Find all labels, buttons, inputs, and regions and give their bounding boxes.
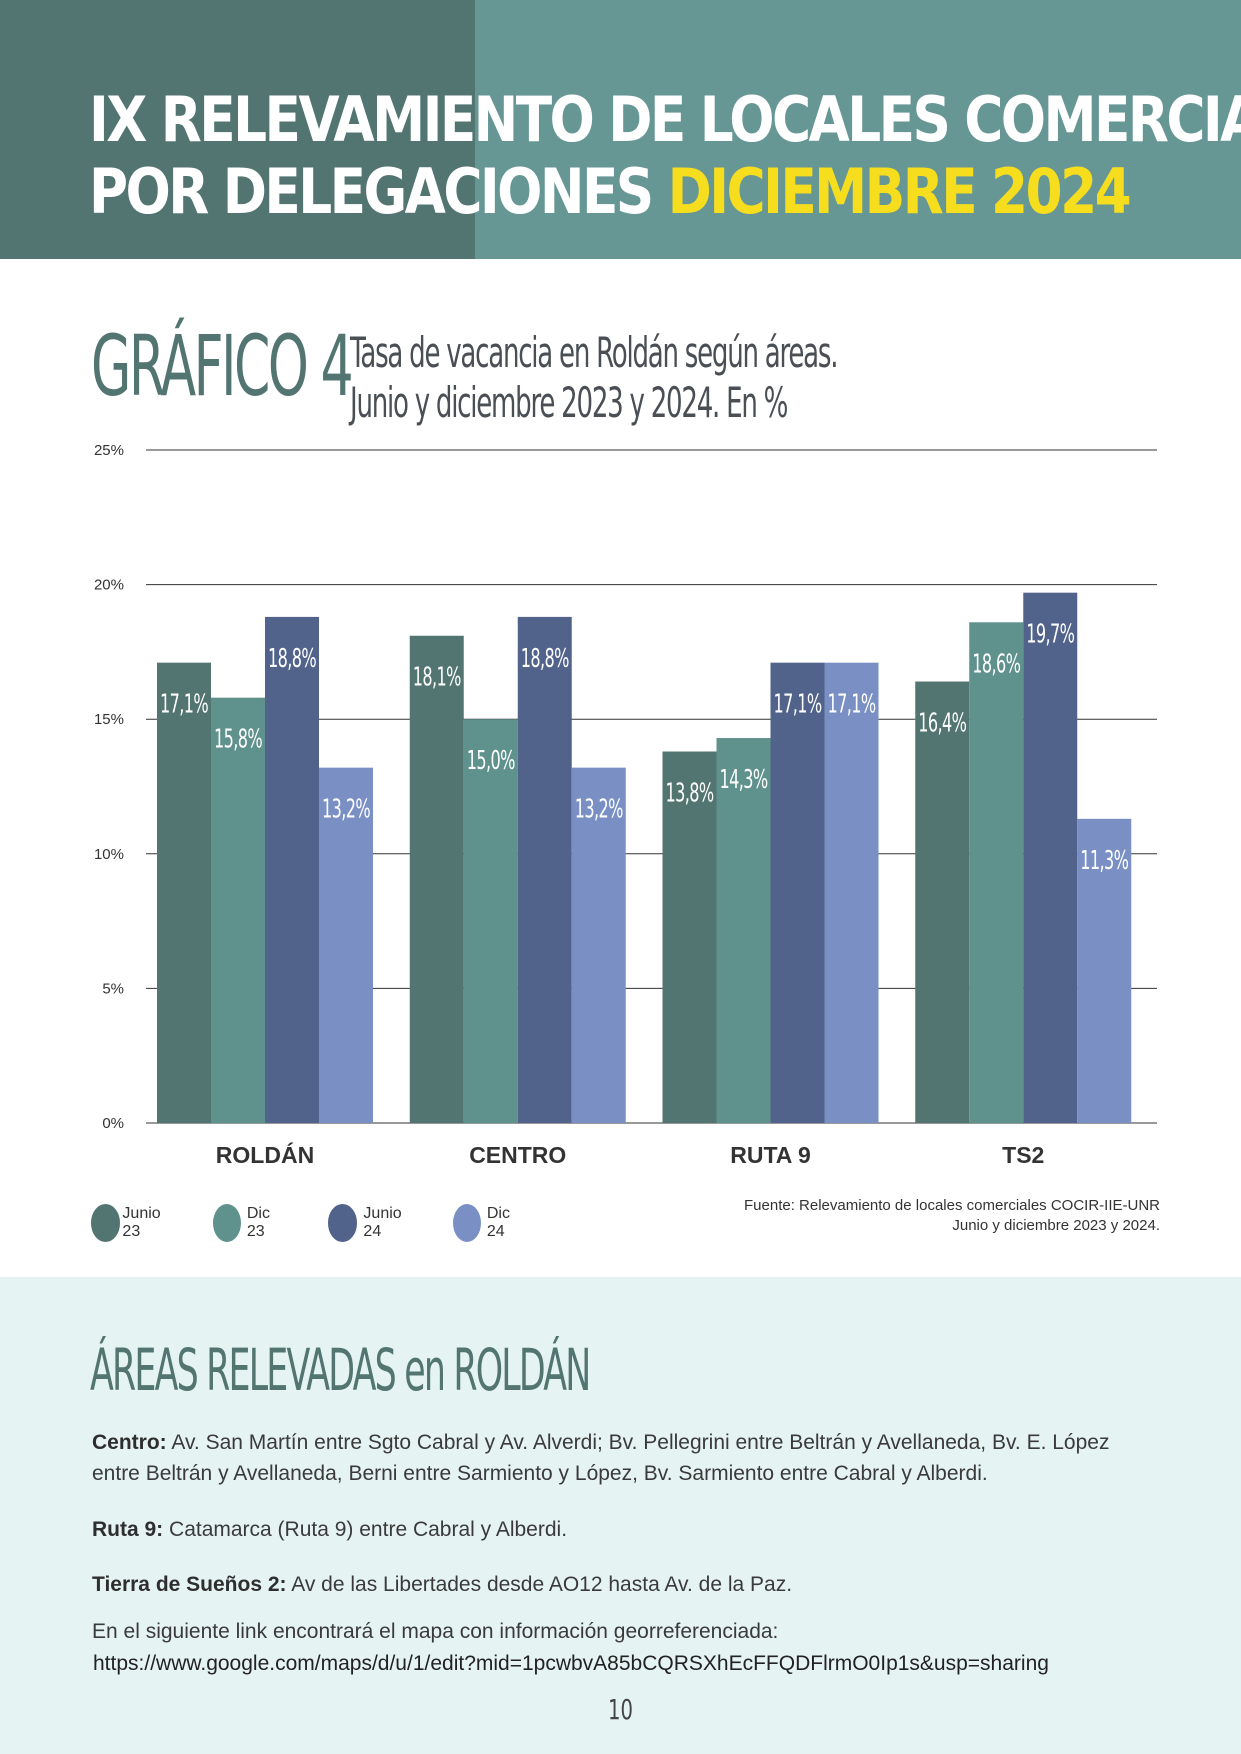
bar bbox=[463, 719, 518, 1123]
map-link-intro: En el siguiente link encontrará el mapa … bbox=[92, 1620, 779, 1643]
area-centro-label: Centro: bbox=[92, 1431, 167, 1454]
bar bbox=[1077, 818, 1132, 1123]
bar bbox=[517, 616, 572, 1123]
bar bbox=[157, 662, 211, 1123]
bar-data-label: 13,8% bbox=[665, 779, 713, 809]
bar bbox=[915, 681, 970, 1123]
report-title-line2: POR DELEGACIONES DICIEMBRE 2024 bbox=[89, 155, 1132, 228]
area-centro-text: Av. San Martín entre Sgto Cabral y Av. A… bbox=[92, 1431, 1110, 1485]
legend-item-junio-23: Junio 23 bbox=[91, 1203, 169, 1243]
report-title-line1: IX RELEVAMIENTO DE LOCALES COMERCIALES bbox=[89, 83, 1241, 156]
legend-label: Dic 23 bbox=[246, 1205, 270, 1240]
bar-data-label: 17,1% bbox=[827, 690, 875, 720]
bar-data-label: 17,1% bbox=[773, 690, 821, 720]
bar bbox=[265, 616, 319, 1123]
legend-item-dic-23: Dic 23 bbox=[213, 1203, 280, 1243]
legend-label: Junio 24 bbox=[363, 1205, 402, 1240]
legend-swatch bbox=[213, 1204, 241, 1242]
bar-data-label: 11,3% bbox=[1080, 846, 1128, 876]
bar bbox=[409, 635, 464, 1123]
bar bbox=[770, 662, 825, 1123]
legend-swatch bbox=[453, 1204, 481, 1242]
page-number: 10 bbox=[608, 1693, 633, 1726]
bar-data-label: 19,7% bbox=[1026, 620, 1074, 650]
y-tick-label: 25% bbox=[94, 442, 124, 459]
bar-data-label: 18,1% bbox=[413, 663, 461, 693]
x-category-label: TS2 bbox=[1002, 1142, 1044, 1168]
bar bbox=[319, 767, 373, 1123]
bar bbox=[969, 622, 1024, 1123]
source-line2: Junio y diciembre 2023 y 2024. bbox=[952, 1217, 1160, 1234]
map-link[interactable]: https://www.google.com/maps/d/u/1/edit?m… bbox=[93, 1652, 1049, 1675]
chart-number: GRÁFICO 4 bbox=[91, 317, 354, 415]
chart-source: Fuente: Relevamiento de locales comercia… bbox=[744, 1196, 1160, 1236]
bar bbox=[1023, 592, 1078, 1123]
area-ruta-label: Ruta 9: bbox=[92, 1518, 164, 1541]
y-tick-label: 20% bbox=[94, 577, 124, 594]
vacancy-bar-chart: 0%5%10%15%20%25%17,1%15,8%18,8%13,2%ROLD… bbox=[94, 442, 1157, 1168]
bar-data-label: 16,4% bbox=[918, 709, 966, 739]
x-category-label: RUTA 9 bbox=[730, 1142, 811, 1168]
legend-item-dic-24: Dic 24 bbox=[453, 1203, 520, 1243]
legend-swatch bbox=[91, 1204, 121, 1242]
area-ruta-9: Ruta 9: Catamarca (Ruta 9) entre Cabral … bbox=[92, 1514, 1162, 1545]
legend-label: Junio 23 bbox=[122, 1205, 161, 1240]
area-tierra-suenos: Tierra de Sueños 2: Av de las Libertades… bbox=[92, 1569, 1162, 1600]
bar-data-label: 15,8% bbox=[214, 725, 262, 755]
area-ruta-text: Catamarca (Ruta 9) entre Cabral y Alberd… bbox=[163, 1518, 568, 1541]
area-tierra-text: Av de las Libertades desde AO12 hasta Av… bbox=[286, 1573, 793, 1596]
bar bbox=[662, 751, 717, 1123]
y-tick-label: 15% bbox=[94, 711, 124, 728]
chart-subtitle-line2: Junio y diciembre 2023 y 2024. En % bbox=[350, 378, 788, 427]
source-line1: Fuente: Relevamiento de locales comercia… bbox=[744, 1197, 1160, 1214]
bar bbox=[824, 662, 879, 1123]
report-header: IX RELEVAMIENTO DE LOCALES COMERCIALES P… bbox=[0, 0, 1241, 259]
legend-swatch bbox=[328, 1204, 358, 1242]
bar bbox=[571, 767, 626, 1123]
y-tick-label: 0% bbox=[102, 1115, 124, 1132]
report-title: IX RELEVAMIENTO DE LOCALES COMERCIALES P… bbox=[89, 83, 1241, 228]
y-tick-label: 5% bbox=[102, 980, 124, 997]
header-dark-block bbox=[0, 0, 475, 259]
bar-data-label: 13,2% bbox=[322, 795, 370, 825]
x-category-label: CENTRO bbox=[469, 1142, 566, 1168]
bar-data-label: 18,8% bbox=[521, 644, 569, 674]
y-tick-label: 10% bbox=[94, 846, 124, 863]
area-centro: Centro: Av. San Martín entre Sgto Cabral… bbox=[92, 1427, 1162, 1489]
bar-data-label: 15,0% bbox=[467, 746, 515, 776]
bar-data-label: 17,1% bbox=[160, 690, 208, 720]
legend-label: Dic 24 bbox=[486, 1205, 510, 1240]
area-tierra-label: Tierra de Sueños 2: bbox=[92, 1573, 287, 1596]
bar-data-label: 18,8% bbox=[268, 644, 316, 674]
bar-data-label: 18,6% bbox=[972, 649, 1020, 679]
areas-section: ÁREAS RELEVADAS en ROLDÁN bbox=[0, 1277, 1241, 1754]
x-category-label: ROLDÁN bbox=[216, 1141, 314, 1168]
bar bbox=[716, 738, 771, 1123]
areas-title: ÁREAS RELEVADAS en ROLDÁN bbox=[90, 1336, 591, 1404]
legend-item-junio-24: Junio 24 bbox=[328, 1203, 410, 1243]
bar-data-label: 13,2% bbox=[575, 795, 623, 825]
bar bbox=[211, 697, 265, 1123]
chart-subtitle-line1: Tasa de vacancia en Roldán según áreas. bbox=[350, 328, 838, 377]
report-title-date: DICIEMBRE 2024 bbox=[667, 155, 1132, 228]
report-title-line2-a: POR DELEGACIONES bbox=[89, 155, 668, 228]
chart-subtitle: Tasa de vacancia en Roldán según áreas. … bbox=[350, 328, 838, 428]
bar-data-label: 14,3% bbox=[719, 765, 767, 795]
